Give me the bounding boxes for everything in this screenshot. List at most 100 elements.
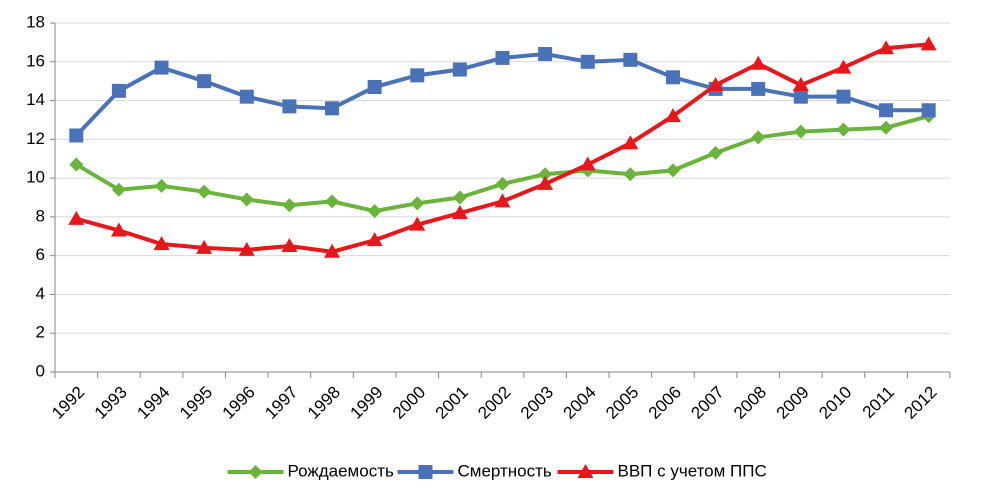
marker bbox=[409, 216, 426, 231]
marker bbox=[836, 122, 851, 137]
legend-label: ВВП с учетом ППС bbox=[618, 461, 767, 480]
marker bbox=[495, 50, 510, 65]
marker bbox=[623, 52, 638, 67]
marker bbox=[154, 60, 169, 75]
legend-label: Рождаемость bbox=[288, 461, 394, 480]
marker bbox=[153, 236, 170, 251]
x-tick-label: 1999 bbox=[346, 383, 386, 423]
legend-label: Смертность bbox=[458, 461, 552, 480]
marker bbox=[835, 59, 852, 74]
marker bbox=[366, 232, 383, 247]
marker bbox=[282, 99, 297, 114]
x-tick-label: 2011 bbox=[859, 383, 898, 422]
marker bbox=[110, 222, 127, 237]
x-tick-label: 2012 bbox=[901, 383, 941, 423]
marker bbox=[452, 62, 467, 77]
marker bbox=[793, 89, 808, 104]
marker bbox=[452, 190, 467, 205]
marker bbox=[494, 193, 511, 208]
marker bbox=[238, 241, 255, 256]
marker bbox=[665, 70, 680, 85]
marker bbox=[751, 130, 766, 145]
y-tick-label: 12 bbox=[26, 129, 45, 148]
series bbox=[69, 109, 936, 219]
x-tick-label: 2004 bbox=[560, 383, 600, 423]
marker bbox=[622, 135, 639, 150]
x-tick-label: 1997 bbox=[261, 383, 301, 423]
marker bbox=[920, 36, 937, 51]
x-tick-label: 1994 bbox=[133, 383, 173, 423]
legend-item: ВВП с учетом ППС bbox=[557, 461, 767, 480]
x-tick-label: 2000 bbox=[389, 383, 429, 423]
x-tick-label: 2009 bbox=[773, 383, 813, 423]
x-tick-label: 2008 bbox=[730, 383, 770, 423]
series bbox=[68, 36, 937, 258]
y-tick-label: 0 bbox=[36, 361, 45, 380]
marker bbox=[538, 167, 553, 182]
marker bbox=[154, 178, 169, 193]
marker bbox=[111, 182, 126, 197]
marker bbox=[325, 101, 340, 116]
marker bbox=[367, 79, 382, 94]
marker bbox=[239, 89, 254, 104]
marker bbox=[665, 163, 680, 178]
marker bbox=[708, 145, 723, 160]
y-tick-label: 4 bbox=[36, 284, 45, 303]
marker bbox=[836, 89, 851, 104]
marker bbox=[879, 103, 894, 118]
legend-item: Рождаемость bbox=[227, 461, 394, 480]
x-tick-label: 1996 bbox=[219, 383, 259, 423]
marker bbox=[793, 124, 808, 139]
y-tick-label: 2 bbox=[36, 323, 45, 342]
marker bbox=[197, 74, 212, 89]
marker bbox=[451, 205, 468, 220]
y-tick-label: 10 bbox=[26, 168, 45, 187]
marker bbox=[750, 55, 767, 70]
marker bbox=[707, 77, 724, 92]
x-tick-label: 1995 bbox=[176, 383, 216, 423]
marker bbox=[792, 77, 809, 92]
y-tick-label: 18 bbox=[26, 12, 45, 31]
marker bbox=[921, 103, 936, 118]
marker bbox=[69, 128, 84, 143]
x-tick-label: 2001 bbox=[432, 383, 472, 423]
marker bbox=[367, 204, 382, 219]
marker bbox=[579, 156, 596, 171]
x-tick-label: 2003 bbox=[517, 383, 557, 423]
marker bbox=[325, 194, 340, 209]
marker bbox=[111, 83, 126, 98]
x-tick-label: 1992 bbox=[48, 383, 88, 423]
marker bbox=[751, 81, 766, 96]
marker bbox=[239, 192, 254, 207]
legend-item: Смертность bbox=[397, 461, 552, 480]
marker bbox=[879, 120, 894, 135]
marker bbox=[282, 198, 297, 213]
y-tick-label: 16 bbox=[26, 51, 45, 70]
marker bbox=[537, 175, 554, 190]
marker bbox=[248, 465, 263, 479]
x-tick-label: 2010 bbox=[815, 383, 855, 423]
marker bbox=[410, 68, 425, 83]
marker bbox=[196, 239, 213, 254]
x-tick-label: 2002 bbox=[474, 383, 514, 423]
series bbox=[69, 47, 936, 143]
x-tick-label: 2007 bbox=[687, 383, 727, 423]
marker bbox=[197, 184, 212, 199]
marker bbox=[580, 54, 595, 69]
marker bbox=[410, 196, 425, 211]
x-tick-label: 1993 bbox=[91, 383, 131, 423]
marker bbox=[324, 243, 341, 258]
marker bbox=[418, 465, 433, 479]
marker bbox=[878, 40, 895, 55]
marker bbox=[69, 157, 84, 172]
marker bbox=[664, 108, 681, 123]
x-tick-label: 2006 bbox=[645, 383, 685, 423]
marker bbox=[281, 237, 298, 252]
y-tick-label: 6 bbox=[36, 245, 45, 264]
y-tick-label: 8 bbox=[36, 206, 45, 225]
marker bbox=[623, 167, 638, 182]
x-tick-label: 2005 bbox=[602, 383, 642, 423]
marker bbox=[538, 47, 553, 62]
